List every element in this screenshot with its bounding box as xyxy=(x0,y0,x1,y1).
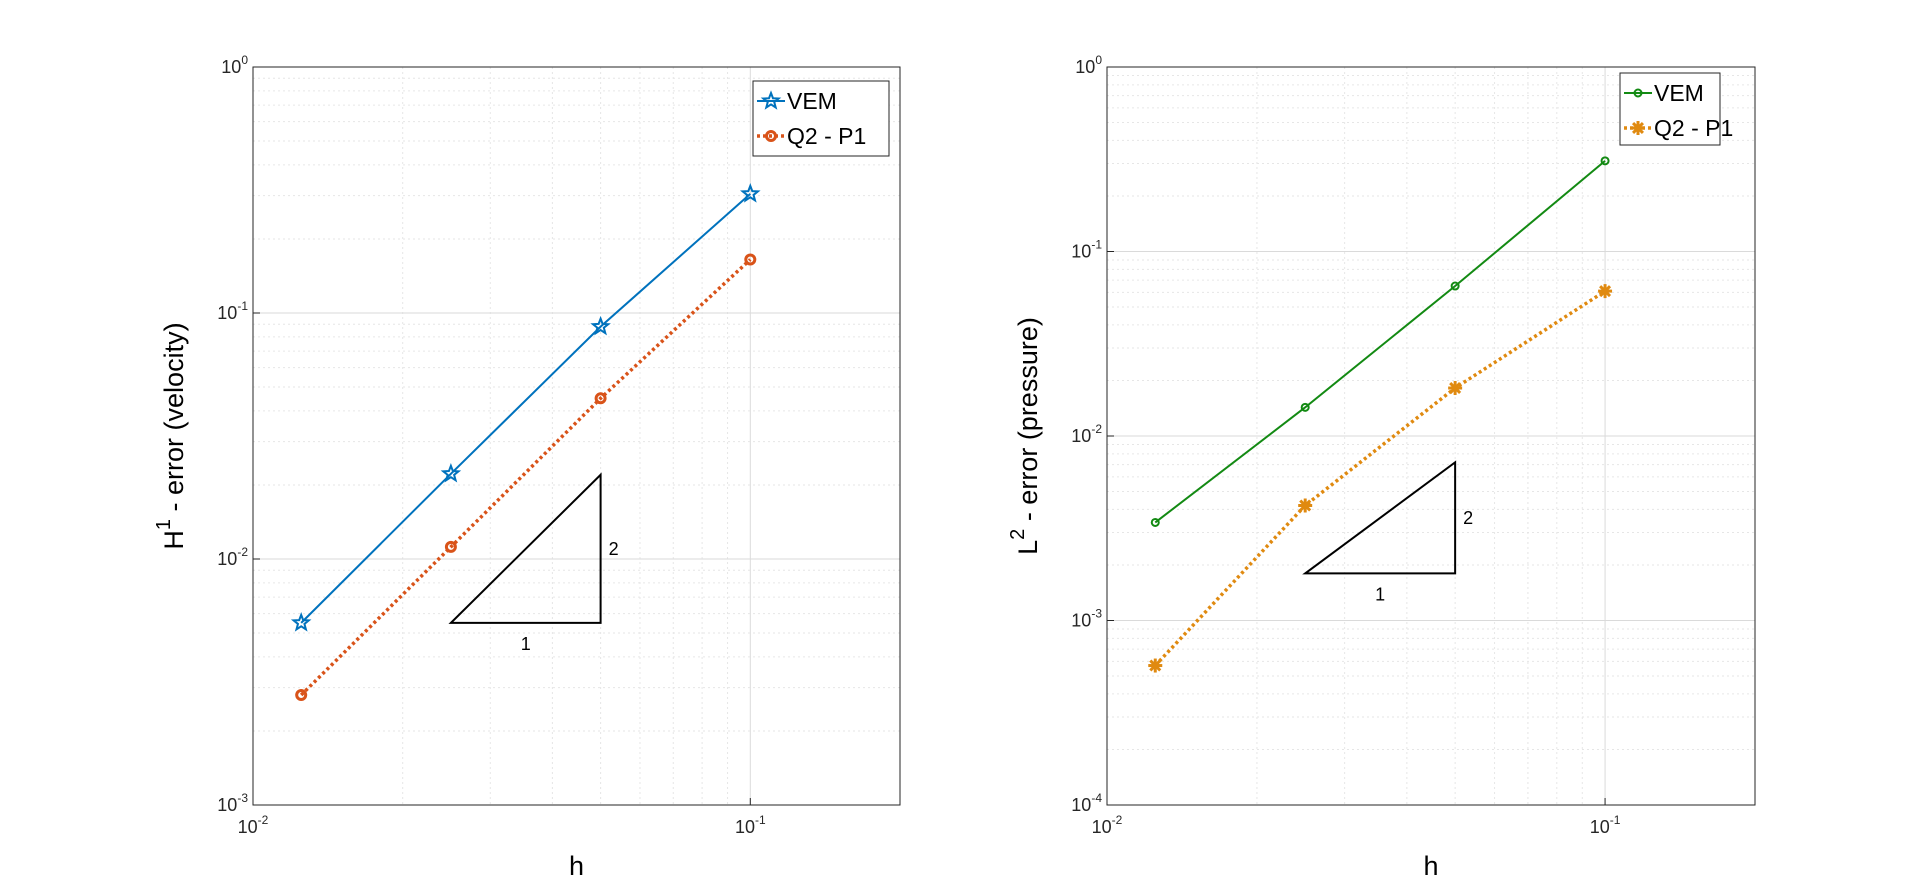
series-line xyxy=(1154,160,1606,524)
legend: VEM Q2 - P1 xyxy=(1619,72,1733,146)
series-vem xyxy=(290,183,761,632)
data-point xyxy=(740,183,761,203)
data-point xyxy=(1298,498,1313,513)
data-point xyxy=(1300,402,1310,412)
grid xyxy=(252,67,901,806)
data-point xyxy=(1450,281,1460,291)
x-axis-label: h xyxy=(569,851,584,881)
y-tick-label: 10-2 xyxy=(1071,422,1102,446)
data-point xyxy=(744,253,757,266)
y-tick-label: 10-1 xyxy=(217,299,248,323)
y-tick-label: 10-2 xyxy=(217,545,248,569)
series-q2-p1 xyxy=(295,253,757,701)
y-tick-label: 10-1 xyxy=(1071,238,1102,262)
data-point xyxy=(594,392,607,405)
grid xyxy=(1106,67,1756,806)
x-tick-label: 10-2 xyxy=(1092,813,1123,837)
y-tick-label: 100 xyxy=(1075,53,1102,77)
pressure-error-chart: 10-2 10-1 10-4 10-3 10-2 10-1 100 h L2 - error (… xyxy=(1007,53,1756,881)
x-tick-label: 10-1 xyxy=(735,813,766,837)
data-point xyxy=(295,688,308,701)
series-line xyxy=(299,258,752,697)
data-point xyxy=(290,612,312,632)
y-tick-label: 10-3 xyxy=(1071,607,1102,631)
series-line xyxy=(300,193,751,624)
x-tick-label: 10-2 xyxy=(238,813,269,837)
slope-triangle-shape xyxy=(1302,460,1457,575)
data-point xyxy=(444,540,457,553)
x-tick-label: 10-1 xyxy=(1590,813,1621,837)
data-point xyxy=(1150,517,1160,527)
data-point xyxy=(1600,156,1610,166)
slope-rise-label: 2 xyxy=(1463,508,1473,528)
y-tick-label: 10-3 xyxy=(217,791,248,815)
marker-stroke xyxy=(1449,382,1462,395)
legend-marker xyxy=(1633,88,1643,98)
marker-stroke xyxy=(1299,499,1312,512)
data-point xyxy=(440,462,462,483)
legend-entry-label: Q2 - P1 xyxy=(787,123,866,149)
data-point xyxy=(1448,381,1463,396)
series-q2-p1 xyxy=(1148,284,1613,673)
data-point xyxy=(1148,658,1163,673)
data-point xyxy=(590,315,611,336)
y-tick-label: 100 xyxy=(221,53,248,77)
legend-entry-label: VEM xyxy=(787,88,837,114)
legend: VEM Q2 - P1 xyxy=(752,80,890,157)
legend-entry-label: VEM xyxy=(1654,80,1704,106)
marker-stroke xyxy=(1149,659,1162,672)
legend-box xyxy=(752,80,890,157)
y-tick-label: 10-4 xyxy=(1071,791,1102,815)
series-vem xyxy=(1150,156,1610,527)
series-line xyxy=(1153,289,1607,667)
slope-rise-label: 2 xyxy=(609,539,619,559)
data-point xyxy=(1598,284,1613,299)
y-axis-label: H1 - error (velocity) xyxy=(153,322,189,549)
x-axis-label: h xyxy=(1423,851,1438,881)
axes-box xyxy=(252,66,901,806)
slope-run-label: 1 xyxy=(1375,584,1385,604)
legend-marker xyxy=(760,90,782,110)
marker-stroke xyxy=(1631,121,1645,135)
slope-triangle: 12 xyxy=(448,472,619,654)
legend-marker xyxy=(765,130,777,142)
y-axis-label: L2 - error (pressure) xyxy=(1007,317,1043,555)
slope-run-label: 1 xyxy=(521,634,531,654)
slope-triangle: 12 xyxy=(1302,460,1473,604)
slope-triangle-shape xyxy=(448,472,602,624)
legend-entry-label: Q2 - P1 xyxy=(1654,115,1733,141)
legend-marker xyxy=(1631,121,1645,135)
marker-stroke xyxy=(1599,285,1612,298)
